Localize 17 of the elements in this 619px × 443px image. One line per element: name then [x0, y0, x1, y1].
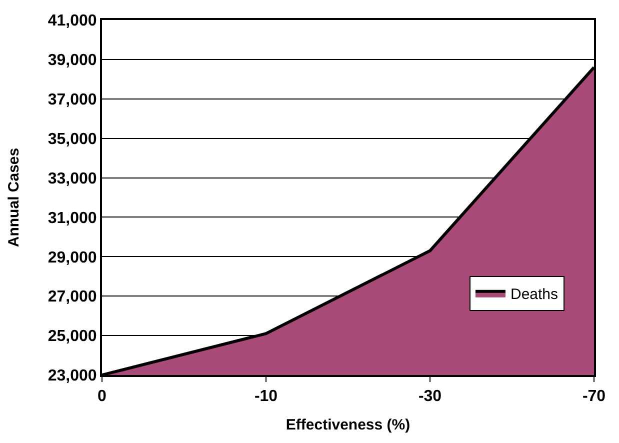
- y-tick-label: 25,000: [48, 328, 97, 346]
- y-tick-label: 23,000: [48, 368, 97, 385]
- x-axis-title: Effectiveness (%): [286, 416, 410, 434]
- y-axis-title: Annual Cases: [6, 148, 23, 248]
- x-tick-label: -10: [254, 388, 278, 406]
- y-tick-label: 33,000: [48, 170, 97, 188]
- y-tick-label: 35,000: [48, 130, 97, 148]
- y-tick-label: 37,000: [48, 91, 97, 108]
- y-tick-label: 27,000: [48, 288, 97, 306]
- y-tick-label: 31,000: [48, 210, 97, 227]
- y-tick-label: 39,000: [48, 52, 97, 70]
- y-tick-label: 41,000: [48, 12, 97, 30]
- x-tick-label: -30: [418, 388, 442, 406]
- x-tick-label: -70: [582, 388, 606, 406]
- x-tick-label: 0: [98, 388, 107, 406]
- legend-label: Deaths: [510, 286, 558, 304]
- y-tick-label: 29,000: [48, 249, 97, 266]
